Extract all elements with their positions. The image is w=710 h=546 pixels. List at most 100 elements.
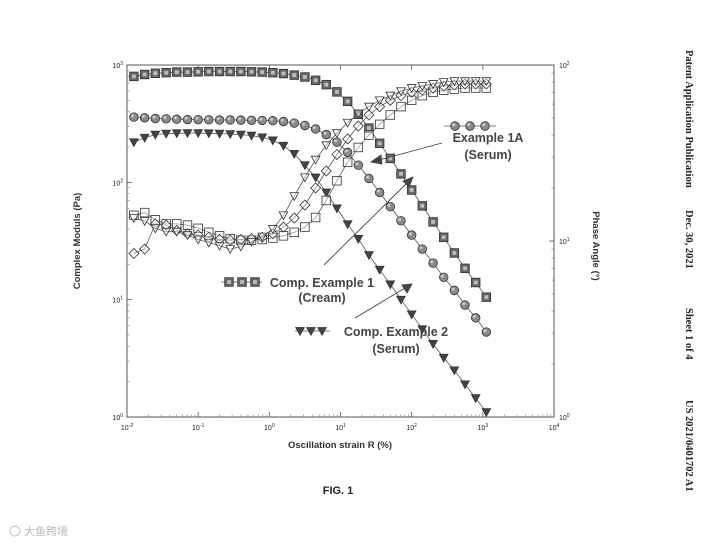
data-point: [299, 161, 310, 171]
data-point: [225, 66, 235, 77]
data-point: [364, 123, 374, 133]
arrowhead-example-1a: [369, 154, 383, 165]
data-point: [161, 227, 172, 237]
data-point: [331, 204, 342, 214]
data-point: [374, 138, 385, 149]
data-point: [481, 77, 492, 87]
x-tick-label: 103: [478, 423, 489, 432]
data-point: [225, 115, 235, 125]
figure-label: FIG. 1: [323, 485, 354, 497]
data-point: [353, 142, 364, 153]
data-point: [289, 70, 299, 80]
data-point: [150, 130, 161, 140]
data-point: [396, 295, 406, 305]
data-point: [182, 67, 193, 77]
data-point: [342, 133, 354, 145]
data-point: [342, 157, 353, 168]
series-comp-example-1-cream-square: [129, 66, 492, 302]
data-point: [128, 214, 139, 224]
data-point: [235, 130, 246, 140]
series-example-1a-serum-diamond-open: [128, 78, 492, 259]
data-point: [428, 340, 439, 349]
series-line: [133, 132, 487, 413]
data-point: [150, 224, 161, 234]
data-point: [342, 220, 353, 230]
data-point: [214, 129, 225, 139]
data-point: [193, 235, 204, 245]
data-point: [288, 212, 300, 224]
data-point: [417, 325, 428, 335]
data-point: [470, 77, 481, 87]
watermark: 大鱼跨境: [9, 524, 68, 538]
data-point: [385, 110, 396, 120]
data-point: [278, 211, 289, 221]
arrowhead-comp-example-1: [402, 176, 414, 188]
y2-tick-label: 102: [559, 61, 570, 70]
legend-marker-example-1a: [480, 121, 490, 131]
data-point: [363, 102, 374, 112]
data-point: [363, 109, 375, 121]
data-point: [481, 327, 492, 337]
data-point: [128, 247, 140, 259]
axis-tick-labels: 10-2 10-1 100 101 102 103 10410010110210310010…: [112, 61, 569, 432]
data-point: [257, 133, 268, 143]
data-point: [139, 207, 150, 218]
data-point: [396, 169, 406, 179]
data-point: [481, 408, 492, 418]
legend-marker-example-1a: [465, 121, 475, 131]
data-point: [182, 129, 193, 139]
data-point: [470, 394, 481, 404]
data-point: [385, 280, 396, 290]
data-point: [364, 173, 374, 184]
data-point: [289, 227, 299, 238]
data-point: [449, 366, 460, 376]
x-tick-label: 102: [406, 423, 417, 432]
x-tick-label: 10-2: [121, 423, 133, 432]
data-point: [320, 165, 332, 177]
arrow-comp-example-2: [354, 287, 406, 319]
x-tick-label: 104: [549, 423, 560, 432]
watermark-logo-icon: [9, 525, 21, 537]
data-point: [353, 109, 364, 119]
data-point: [321, 188, 332, 198]
series-line: [133, 83, 487, 254]
data-point: [246, 67, 257, 77]
data-point: [310, 75, 321, 86]
data-point: [438, 78, 449, 88]
data-point: [406, 185, 417, 195]
series-line: [133, 87, 487, 241]
y-tick-label: 103: [112, 61, 123, 70]
legend-marker-comp-example-1: [250, 277, 260, 287]
legend-comp-example-1-line2: (Cream): [298, 291, 345, 305]
y-tick-label: 101: [112, 296, 123, 305]
data-point: [289, 192, 300, 202]
data-point: [406, 95, 417, 106]
legend-marker-comp-example-1: [224, 277, 234, 287]
data-point: [310, 212, 321, 223]
data-point: [385, 153, 396, 164]
data-point: [225, 234, 235, 244]
data-point: [331, 148, 343, 161]
data-point: [171, 227, 182, 237]
data-point: [310, 173, 321, 183]
data-point: [128, 138, 139, 148]
data-point: [161, 114, 171, 124]
data-point: [204, 66, 214, 77]
data-point: [257, 232, 268, 242]
data-point: [363, 251, 374, 261]
data-point: [449, 285, 460, 296]
data-point: [235, 233, 247, 246]
data-point: [139, 243, 151, 255]
data-point: [460, 77, 471, 87]
data-point: [374, 187, 385, 198]
legend-marker-comp-example-2: [317, 327, 327, 337]
data-point: [193, 114, 203, 125]
data-point: [267, 136, 278, 146]
y-tick-label: 102: [112, 178, 123, 187]
data-point: [150, 113, 161, 124]
series-example-1a-serum-circle: [129, 112, 492, 337]
data-point: [278, 141, 289, 151]
data-point: [278, 68, 289, 79]
data-point: [193, 67, 203, 77]
